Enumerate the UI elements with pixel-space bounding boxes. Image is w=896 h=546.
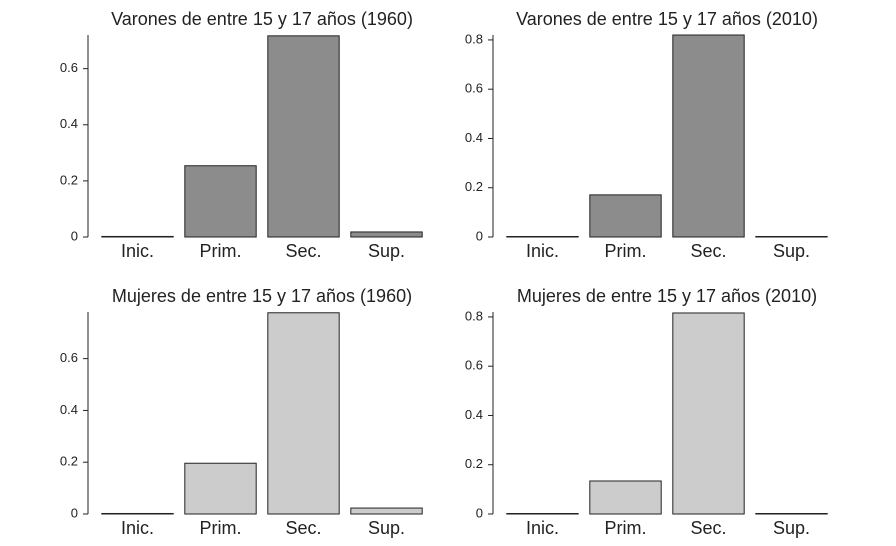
y-tick-label: 0.2 xyxy=(60,454,78,469)
y-tick-label: 0.6 xyxy=(465,358,483,373)
bar xyxy=(672,312,745,515)
x-tick-label: Sec. xyxy=(285,241,321,261)
y-tick-label: 0 xyxy=(71,505,78,520)
y-tick-label: 0.6 xyxy=(60,60,78,75)
chart-title: Varones de entre 15 y 17 años (2010) xyxy=(516,9,818,29)
y-tick-label: 0.6 xyxy=(465,81,483,96)
bar xyxy=(506,236,579,238)
bar xyxy=(755,236,828,238)
y-tick-label: 0.4 xyxy=(465,130,483,145)
x-tick-label: Sup. xyxy=(773,241,810,261)
x-tick-label: Prim. xyxy=(200,241,242,261)
x-tick-label: Prim. xyxy=(200,518,242,538)
bar xyxy=(267,312,340,515)
y-tick-label: 0.4 xyxy=(465,407,483,422)
y-tick-label: 0.8 xyxy=(465,31,483,46)
x-tick-label: Inic. xyxy=(121,518,154,538)
y-tick-label: 0.4 xyxy=(60,402,78,417)
x-tick-label: Sec. xyxy=(690,518,726,538)
bar xyxy=(506,513,579,515)
y-tick-label: 0.6 xyxy=(60,350,78,365)
y-tick-label: 0.2 xyxy=(465,456,483,471)
bar xyxy=(589,480,662,515)
y-tick-label: 0.8 xyxy=(465,308,483,323)
y-tick-label: 0 xyxy=(476,228,483,243)
bar xyxy=(267,35,340,238)
y-tick-label: 0.4 xyxy=(60,116,78,131)
bar xyxy=(755,513,828,515)
bar xyxy=(101,235,174,238)
x-tick-label: Sup. xyxy=(368,241,405,261)
x-tick-label: Sec. xyxy=(285,518,321,538)
chart-title: Mujeres de entre 15 y 17 años (2010) xyxy=(517,286,817,306)
x-tick-label: Sup. xyxy=(773,518,810,538)
x-tick-label: Sec. xyxy=(690,241,726,261)
x-tick-label: Inic. xyxy=(526,518,559,538)
bar xyxy=(350,231,423,238)
bar xyxy=(101,512,174,515)
bar xyxy=(184,462,257,515)
chart-title: Mujeres de entre 15 y 17 años (1960) xyxy=(112,286,412,306)
x-tick-label: Inic. xyxy=(526,241,559,261)
bar xyxy=(589,194,662,238)
x-tick-label: Prim. xyxy=(605,518,647,538)
bar xyxy=(350,507,423,515)
bar xyxy=(184,165,257,238)
y-tick-label: 0 xyxy=(71,228,78,243)
x-tick-label: Prim. xyxy=(605,241,647,261)
bar xyxy=(672,34,745,238)
y-tick-label: 0.2 xyxy=(465,179,483,194)
x-tick-label: Inic. xyxy=(121,241,154,261)
x-tick-label: Sup. xyxy=(368,518,405,538)
chart-title: Varones de entre 15 y 17 años (1960) xyxy=(111,9,413,29)
y-tick-label: 0.2 xyxy=(60,172,78,187)
y-tick-label: 0 xyxy=(476,505,483,520)
